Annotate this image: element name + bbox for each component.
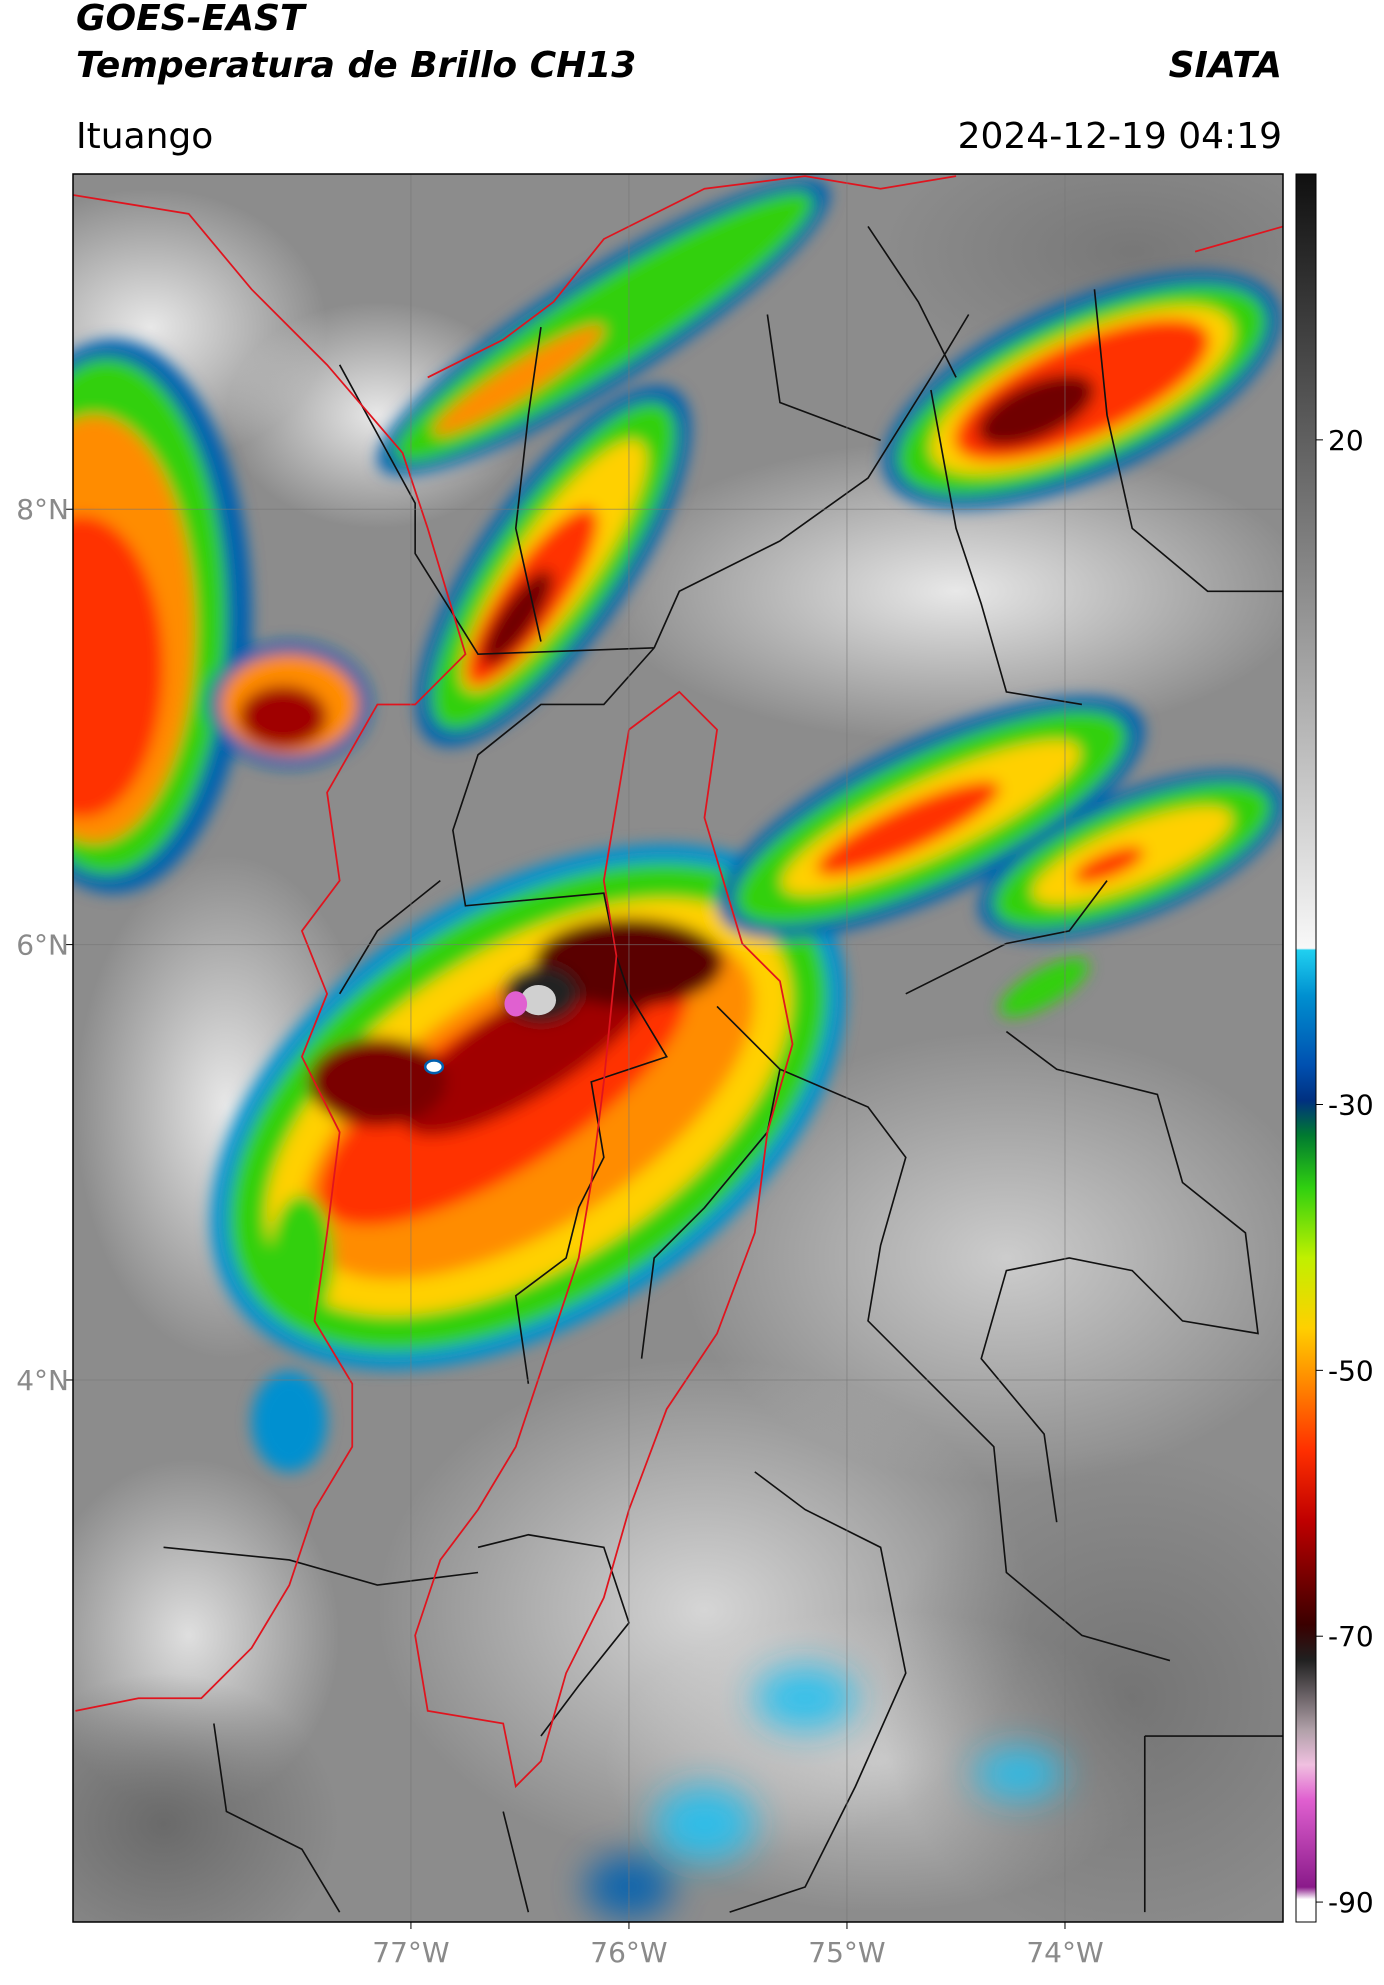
y-tick-label: 8°N xyxy=(16,493,69,526)
map-frame xyxy=(72,173,1284,1923)
colorbar xyxy=(1295,173,1317,1923)
grid xyxy=(73,174,1283,1922)
subtitle: Temperatura de Brillo CH13 xyxy=(76,45,636,86)
x-tick-label: 74°W xyxy=(1026,1936,1103,1969)
colorbar-tick-label: 20 xyxy=(1328,424,1364,457)
colorbar-tick-label: -50 xyxy=(1328,1354,1374,1387)
location: Ituango xyxy=(76,116,213,157)
y-tick-label: 6°N xyxy=(16,929,69,962)
datetime: 2024-12-19 04:19 xyxy=(958,116,1282,157)
x-tick-label: 76°W xyxy=(590,1936,667,1969)
satellite-image xyxy=(73,174,1283,1922)
colorbar-tick-label: -90 xyxy=(1328,1886,1374,1919)
y-tick-label: 4°N xyxy=(16,1364,69,1397)
colorbar-tick-label: -70 xyxy=(1328,1620,1374,1653)
colorbar-tick-label: -30 xyxy=(1328,1088,1374,1121)
x-tick-label: 77°W xyxy=(372,1936,449,1969)
coastline xyxy=(73,175,1283,1789)
brand: SIATA xyxy=(1169,45,1282,86)
title: GOES-EAST xyxy=(76,0,307,39)
x-tick-label: 75°W xyxy=(808,1936,885,1969)
